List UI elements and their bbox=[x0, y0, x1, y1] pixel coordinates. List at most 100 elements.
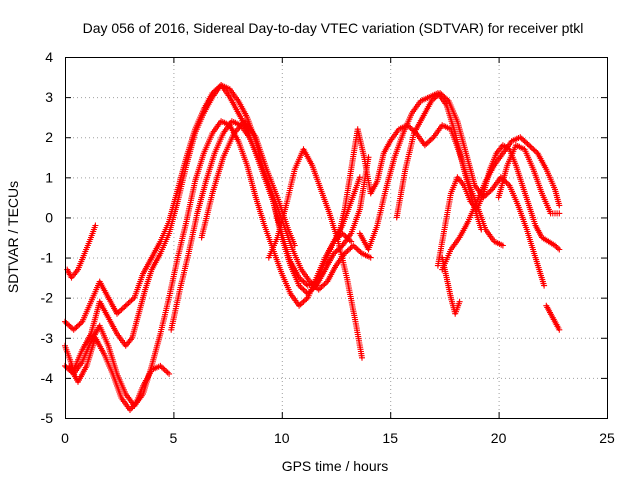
data-point bbox=[66, 268, 68, 271]
data-point bbox=[369, 256, 372, 259]
data-point bbox=[211, 92, 214, 94]
data-point bbox=[458, 236, 461, 239]
series-arc-8 bbox=[265, 146, 365, 361]
data-point bbox=[558, 248, 561, 251]
data-point bbox=[168, 373, 170, 375]
data-point bbox=[519, 136, 522, 139]
data-point bbox=[68, 365, 71, 367]
data-point bbox=[294, 168, 296, 171]
data-point bbox=[454, 132, 457, 135]
series-arc-6 bbox=[168, 118, 374, 333]
data-point bbox=[532, 168, 535, 171]
data-point bbox=[276, 196, 279, 199]
data-point bbox=[502, 152, 504, 155]
data-point bbox=[124, 393, 127, 395]
series-arc-15 bbox=[495, 142, 563, 217]
data-point bbox=[168, 296, 170, 299]
data-point bbox=[463, 168, 465, 171]
data-point bbox=[150, 256, 153, 259]
plot-frame bbox=[65, 57, 608, 419]
data-point bbox=[350, 240, 352, 243]
y-tick-label: 4 bbox=[45, 49, 53, 65]
data-point bbox=[90, 332, 92, 335]
data-point bbox=[359, 232, 361, 235]
data-point bbox=[70, 276, 73, 279]
data-point bbox=[220, 84, 222, 86]
data-point bbox=[159, 252, 162, 255]
data-point bbox=[450, 296, 452, 299]
data-point bbox=[545, 168, 548, 171]
data-point bbox=[107, 345, 110, 347]
data-point bbox=[124, 304, 127, 307]
data-point bbox=[237, 100, 240, 102]
data-point bbox=[515, 164, 517, 167]
data-point bbox=[554, 244, 556, 247]
data-point bbox=[541, 192, 543, 195]
data-point bbox=[222, 156, 225, 159]
data-point bbox=[359, 208, 361, 211]
data-point bbox=[367, 156, 370, 159]
data-point bbox=[81, 320, 84, 323]
data-point bbox=[424, 144, 426, 147]
data-point bbox=[376, 224, 378, 227]
data-point bbox=[168, 220, 170, 223]
data-point bbox=[291, 248, 294, 251]
axis-ticks bbox=[65, 57, 608, 419]
data-point bbox=[398, 128, 400, 130]
data-point bbox=[237, 140, 240, 143]
data-point bbox=[543, 284, 545, 287]
data-point bbox=[441, 256, 444, 259]
data-point bbox=[528, 204, 530, 207]
data-point bbox=[352, 244, 355, 247]
data-point bbox=[393, 156, 396, 159]
data-point bbox=[497, 196, 500, 199]
data-point bbox=[200, 236, 203, 239]
data-point bbox=[107, 316, 110, 319]
chart-title: Day 056 of 2016, Sidereal Day-to-day VTE… bbox=[83, 20, 584, 36]
data-point bbox=[257, 156, 259, 159]
x-tick-label: 10 bbox=[274, 430, 290, 446]
data-point bbox=[213, 152, 216, 155]
data-point bbox=[480, 228, 483, 231]
data-point bbox=[469, 200, 472, 203]
data-point bbox=[441, 124, 444, 126]
data-point bbox=[350, 200, 352, 203]
data-point bbox=[333, 240, 335, 243]
data-point bbox=[363, 156, 365, 159]
data-point bbox=[211, 192, 214, 195]
data-point bbox=[335, 264, 337, 267]
data-point bbox=[298, 276, 300, 279]
data-point bbox=[116, 373, 118, 375]
data-point bbox=[111, 373, 114, 375]
data-point bbox=[421, 116, 424, 118]
data-point bbox=[237, 112, 240, 114]
data-point bbox=[484, 180, 487, 183]
data-point bbox=[144, 288, 147, 291]
y-tick-label: -1 bbox=[41, 250, 54, 266]
data-point bbox=[467, 220, 470, 223]
data-point bbox=[124, 345, 127, 347]
data-point bbox=[276, 236, 279, 239]
data-point bbox=[81, 349, 84, 351]
x-tick-label: 5 bbox=[170, 430, 178, 446]
data-point bbox=[131, 336, 134, 339]
data-point bbox=[317, 288, 320, 291]
data-point bbox=[228, 96, 231, 98]
data-point bbox=[343, 208, 346, 211]
data-point bbox=[439, 92, 441, 94]
data-point bbox=[549, 212, 552, 215]
data-point bbox=[445, 276, 448, 279]
data-point bbox=[558, 212, 561, 215]
data-point bbox=[502, 144, 504, 147]
data-point bbox=[525, 228, 528, 231]
data-point bbox=[185, 156, 188, 159]
data-point bbox=[506, 164, 509, 167]
series-markers bbox=[439, 254, 463, 317]
series-markers bbox=[64, 222, 99, 281]
data-point bbox=[176, 188, 179, 191]
data-point bbox=[289, 292, 292, 295]
data-point bbox=[547, 240, 550, 243]
data-point bbox=[536, 152, 539, 155]
data-point bbox=[129, 409, 131, 411]
data-point bbox=[185, 220, 188, 223]
